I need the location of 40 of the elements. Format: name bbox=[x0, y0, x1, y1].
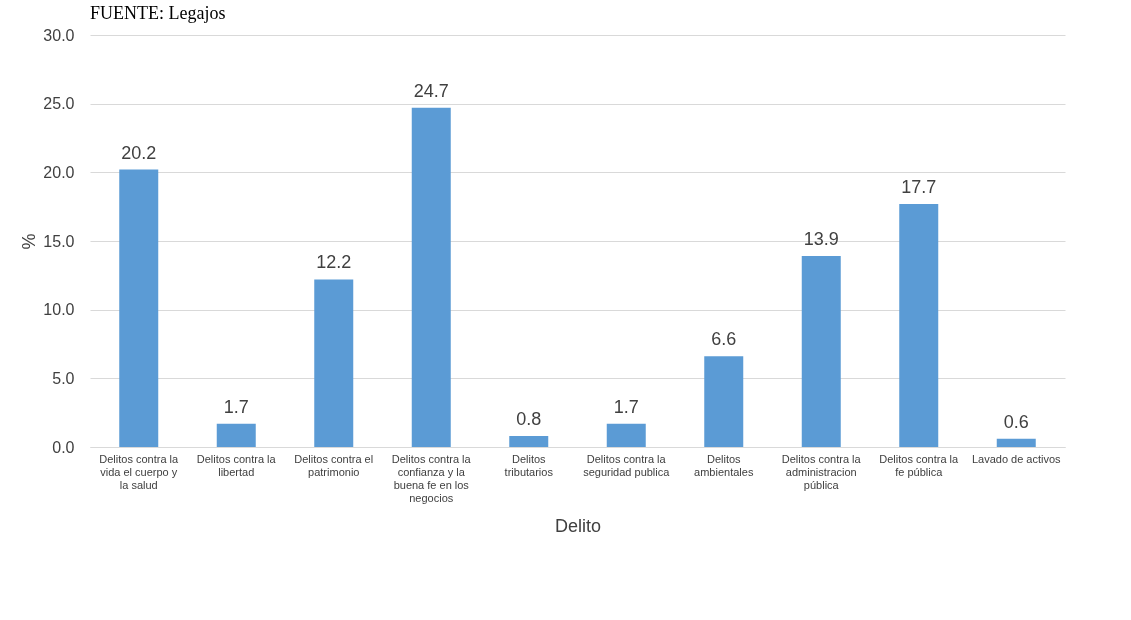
y-tick-label: 20.0 bbox=[43, 163, 75, 181]
y-tick-label: 10.0 bbox=[43, 301, 75, 319]
data-label: 24.7 bbox=[413, 80, 449, 101]
data-label: 6.6 bbox=[711, 329, 737, 350]
x-tick-label: Delitos ambientales bbox=[694, 452, 754, 478]
x-tick-label: Delitos contra la administracion pública bbox=[781, 452, 862, 491]
bar bbox=[411, 107, 451, 447]
data-label: 1.7 bbox=[613, 396, 639, 417]
bar bbox=[801, 256, 841, 447]
bar bbox=[899, 203, 939, 447]
x-tick-label: Delitos contra la seguridad publica bbox=[583, 452, 671, 478]
x-tick-label: Delitos contra la libertad bbox=[196, 452, 277, 478]
data-label: 1.7 bbox=[223, 396, 249, 417]
data-label: 13.9 bbox=[803, 229, 839, 250]
y-tick-label: 0.0 bbox=[52, 438, 75, 456]
bar bbox=[996, 438, 1036, 447]
y-tick-label: 5.0 bbox=[52, 369, 75, 387]
x-tick-label: Delitos contra el patrimonio bbox=[294, 452, 374, 478]
y-tick-label: 15.0 bbox=[43, 232, 75, 250]
y-tick-label: 25.0 bbox=[43, 95, 75, 113]
y-tick-label: 30.0 bbox=[43, 26, 75, 44]
x-tick-label: Delitos contra la fe pública bbox=[879, 452, 960, 478]
bar bbox=[606, 423, 646, 447]
x-tick-label: Delitos contra la confianza y la buena fe en los negocios bbox=[391, 452, 472, 504]
x-tick-label: Lavado de activos bbox=[971, 452, 1062, 465]
data-label: 0.8 bbox=[516, 409, 542, 430]
data-label: 20.2 bbox=[121, 142, 157, 163]
bar bbox=[704, 356, 744, 447]
data-label: 17.7 bbox=[901, 176, 937, 197]
bar bbox=[314, 279, 354, 447]
x-tick-label: Delitos contra la vida el cuerpo y la salud bbox=[99, 452, 180, 491]
bar bbox=[216, 423, 256, 447]
source-note: FUENTE: Legajos bbox=[90, 3, 226, 23]
x-axis-title: Delito bbox=[554, 515, 602, 536]
bar bbox=[119, 169, 159, 447]
data-label: 0.6 bbox=[1003, 411, 1029, 432]
bar bbox=[509, 436, 549, 447]
data-label: 12.2 bbox=[316, 252, 352, 273]
y-axis-title: % bbox=[19, 233, 40, 250]
x-tick-label: Delitos tributarios bbox=[504, 452, 554, 478]
